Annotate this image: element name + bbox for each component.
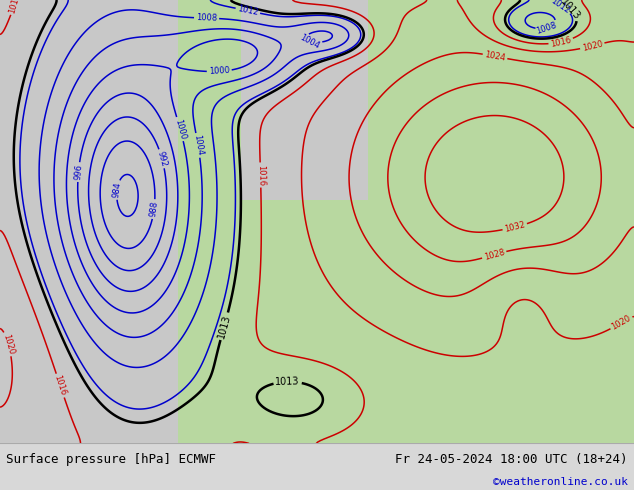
Text: 1000: 1000: [173, 118, 187, 140]
Text: 1020: 1020: [610, 314, 633, 332]
Text: 1016: 1016: [550, 35, 573, 49]
Text: 1004: 1004: [192, 134, 204, 156]
Text: 1016: 1016: [256, 164, 265, 186]
Text: 1012: 1012: [236, 4, 259, 17]
Text: 1008: 1008: [535, 20, 558, 35]
Text: 1016: 1016: [53, 374, 68, 397]
Bar: [241, 0, 368, 199]
Text: 988: 988: [148, 200, 160, 218]
Text: 1016: 1016: [8, 0, 22, 14]
Text: 1032: 1032: [503, 220, 526, 234]
Text: Surface pressure [hPa] ECMWF: Surface pressure [hPa] ECMWF: [6, 453, 216, 466]
Bar: [0, 0, 285, 443]
Text: 1024: 1024: [484, 50, 506, 63]
Text: 1004: 1004: [299, 33, 321, 50]
Text: 1028: 1028: [483, 247, 505, 262]
Text: 1020: 1020: [581, 39, 604, 53]
Text: 1020: 1020: [1, 333, 15, 355]
Text: 992: 992: [155, 150, 169, 168]
Text: 1008: 1008: [196, 13, 217, 23]
Text: 1012: 1012: [549, 0, 572, 16]
Text: 1000: 1000: [209, 66, 230, 76]
Text: 984: 984: [112, 181, 122, 198]
Text: 996: 996: [74, 164, 84, 180]
Text: 1013: 1013: [559, 0, 582, 22]
Bar: [178, 0, 634, 443]
Text: ©weatheronline.co.uk: ©weatheronline.co.uk: [493, 477, 628, 487]
Text: 1013: 1013: [275, 376, 300, 387]
Text: 1013: 1013: [216, 313, 232, 340]
Text: Fr 24-05-2024 18:00 UTC (18+24): Fr 24-05-2024 18:00 UTC (18+24): [395, 453, 628, 466]
